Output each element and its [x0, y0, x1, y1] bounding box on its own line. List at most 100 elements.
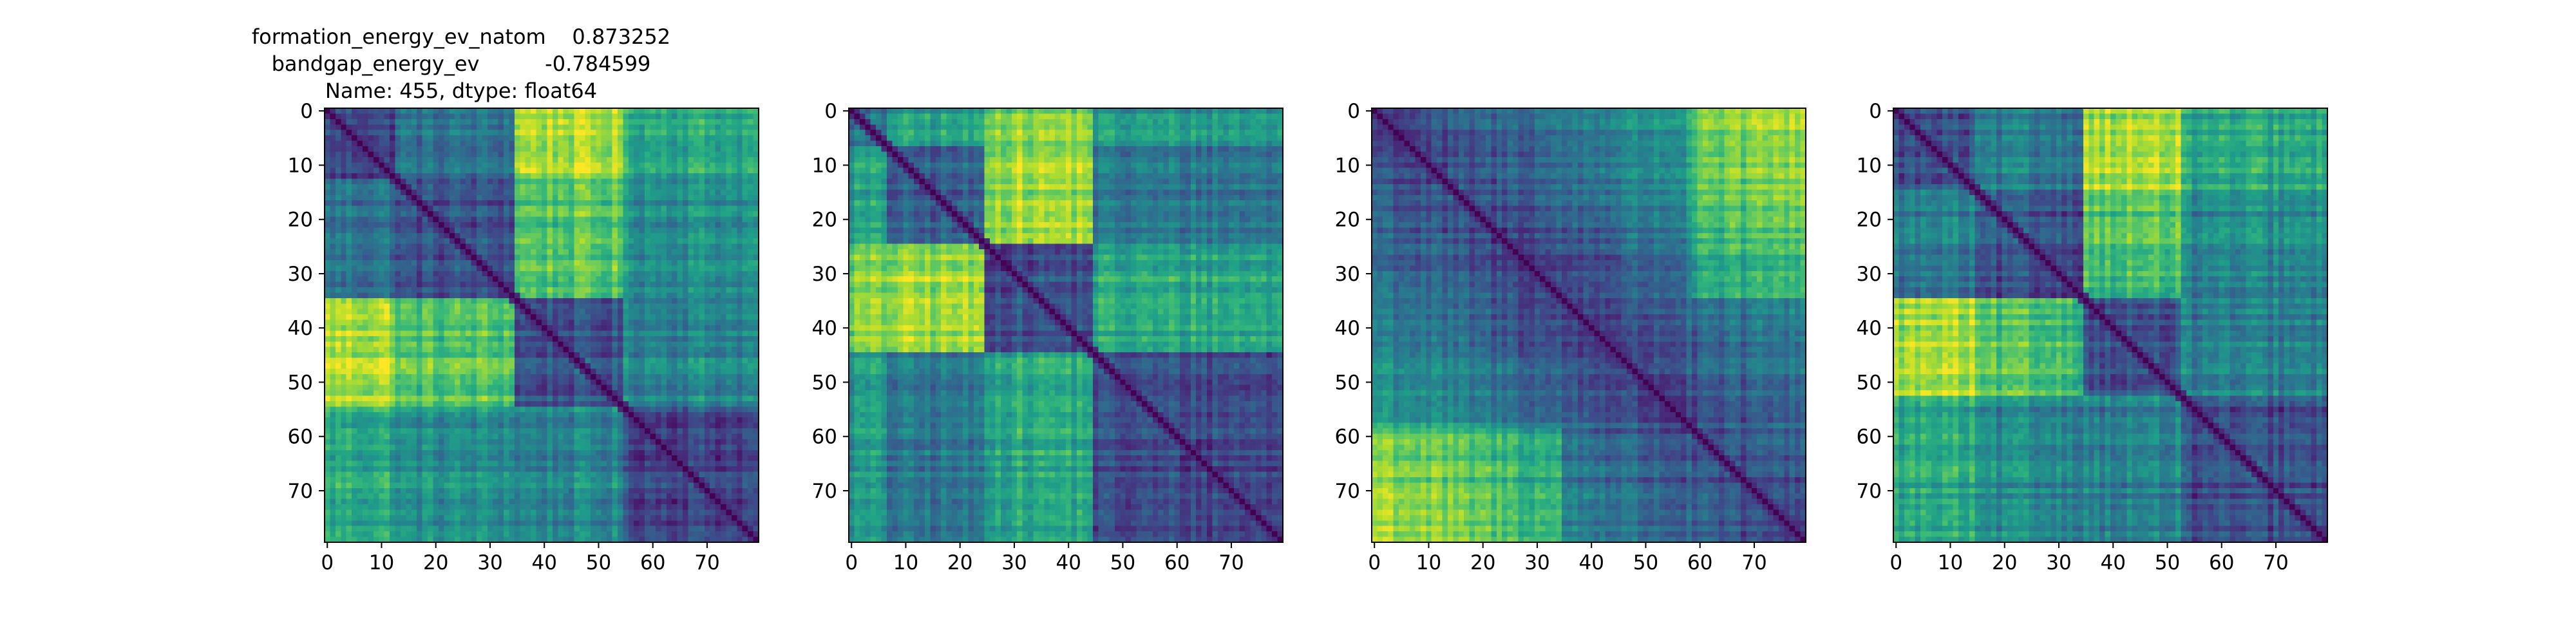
heatmap-cell [737, 368, 743, 374]
heatmap-cell [553, 412, 558, 418]
heatmap-cell [444, 314, 450, 320]
heatmap-cell [428, 417, 433, 423]
heatmap-cell [379, 227, 384, 233]
heatmap-cell [694, 390, 699, 396]
heatmap-cell [455, 162, 460, 168]
heatmap-cell [574, 200, 580, 206]
heatmap-cell [352, 141, 357, 147]
heatmap-cell [509, 287, 515, 293]
heatmap-cell [374, 265, 379, 271]
heatmap-cell [645, 260, 650, 266]
heatmap-cell [688, 151, 694, 157]
heatmap-cell [558, 135, 564, 141]
heatmap-cell [683, 363, 688, 369]
heatmap-cell [390, 146, 395, 152]
heatmap-cell [444, 385, 450, 391]
heatmap-cell [433, 260, 439, 266]
heatmap-cell [515, 249, 520, 255]
heatmap-cell [645, 363, 650, 369]
heatmap-cell [629, 211, 634, 217]
heatmap-cell [460, 292, 466, 298]
heatmap-cell [374, 254, 379, 260]
heatmap-cell [601, 374, 607, 380]
heatmap-cell [526, 249, 531, 255]
heatmap-cell [564, 146, 569, 152]
heatmap-cell [634, 162, 639, 168]
heatmap-cell [455, 352, 460, 358]
heatmap-cell [363, 119, 368, 125]
heatmap-cell [634, 108, 639, 114]
heatmap-cell [612, 108, 618, 114]
heatmap-cell [585, 189, 591, 195]
heatmap-cell [574, 309, 580, 315]
heatmap-cell [672, 292, 677, 298]
heatmap-cell [493, 200, 498, 206]
heatmap-cell [363, 141, 368, 147]
heatmap-cell [591, 434, 596, 440]
heatmap-cell [346, 200, 352, 206]
heatmap-cell [384, 130, 390, 136]
heatmap-cell [526, 254, 531, 260]
heatmap-cell [455, 292, 460, 298]
heatmap-cell [493, 108, 498, 114]
heatmap-cell [336, 265, 341, 271]
heatmap-cell [384, 390, 390, 396]
heatmap-cell [471, 352, 477, 358]
heatmap-cell [488, 173, 493, 179]
heatmap-cell [748, 287, 753, 293]
heatmap-cell [520, 157, 526, 163]
heatmap-cell [477, 195, 482, 201]
heatmap-cell [466, 108, 471, 114]
heatmap-cell [564, 358, 569, 364]
heatmap-cell [439, 265, 444, 271]
heatmap-cell [520, 423, 526, 429]
heatmap-cell [341, 439, 346, 445]
heatmap-cell [428, 444, 433, 450]
heatmap-cell [732, 135, 737, 141]
heatmap-cell [379, 341, 384, 347]
heatmap-cell [672, 222, 677, 228]
heatmap-cell [705, 320, 710, 326]
heatmap-cell [732, 227, 737, 233]
heatmap-cell [710, 434, 715, 440]
heatmap-cell [444, 298, 450, 304]
heatmap-cell [379, 325, 384, 331]
heatmap-cell [466, 233, 471, 239]
heatmap-cell [531, 379, 536, 385]
heatmap-cell [737, 146, 743, 152]
heatmap-cell [439, 292, 444, 298]
heatmap-cell [504, 282, 509, 288]
heatmap-cell [428, 173, 433, 179]
heatmap-cell [460, 385, 466, 391]
heatmap-cell [726, 195, 732, 201]
heatmap-cell [634, 434, 639, 440]
heatmap-cell [406, 119, 412, 125]
heatmap-cell [325, 401, 330, 407]
heatmap-cell [721, 309, 726, 315]
heatmap-cell [715, 200, 721, 206]
heatmap-cell [732, 314, 737, 320]
heatmap-cell [395, 379, 401, 385]
heatmap-cell [558, 379, 564, 385]
heatmap-cell [477, 406, 482, 412]
heatmap-cell [748, 396, 753, 402]
heatmap-cell [585, 363, 591, 369]
heatmap-cell [368, 254, 374, 260]
heatmap-cell [705, 260, 710, 266]
heatmap-cell [650, 282, 656, 288]
heatmap-cell [710, 276, 715, 282]
heatmap-cell [553, 292, 558, 298]
heatmap-cell [705, 195, 710, 201]
heatmap-cell [325, 173, 330, 179]
heatmap-cell [618, 189, 623, 195]
heatmap-cell [498, 341, 504, 347]
heatmap-cell [743, 298, 748, 304]
heatmap-cell [558, 141, 564, 147]
heatmap-cell [564, 417, 569, 423]
heatmap-cell [509, 330, 515, 336]
heatmap-cell [721, 417, 726, 423]
heatmap-cell [542, 162, 547, 168]
heatmap-cell [601, 385, 607, 391]
heatmap-cell [705, 276, 710, 282]
